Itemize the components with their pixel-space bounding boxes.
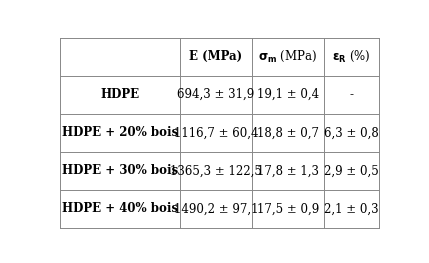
Text: 1116,7 ± 60,4: 1116,7 ± 60,4: [174, 126, 258, 139]
Text: HDPE + 30% bois: HDPE + 30% bois: [62, 164, 178, 177]
Text: -: -: [350, 88, 353, 101]
Text: HDPE: HDPE: [100, 88, 140, 101]
Text: 2,1 ± 0,3: 2,1 ± 0,3: [324, 203, 379, 215]
Text: 17,8 ± 1,3: 17,8 ± 1,3: [257, 164, 319, 177]
Text: $\mathbf{\sigma_m}$ (MPa): $\mathbf{\sigma_m}$ (MPa): [258, 49, 317, 64]
Text: 1490,2 ± 97,1: 1490,2 ± 97,1: [174, 203, 258, 215]
Text: 6,3 ± 0,8: 6,3 ± 0,8: [324, 126, 379, 139]
Text: $\mathbf{\varepsilon_R}$ (%): $\mathbf{\varepsilon_R}$ (%): [332, 49, 371, 64]
Text: E (MPa): E (MPa): [189, 50, 242, 63]
Text: 1365,3 ± 122,5: 1365,3 ± 122,5: [170, 164, 262, 177]
Text: 19,1 ± 0,4: 19,1 ± 0,4: [257, 88, 319, 101]
Text: 18,8 ± 0,7: 18,8 ± 0,7: [257, 126, 319, 139]
Text: 2,9 ± 0,5: 2,9 ± 0,5: [324, 164, 379, 177]
Text: HDPE + 40% bois: HDPE + 40% bois: [62, 203, 178, 215]
Text: 694,3 ± 31,9: 694,3 ± 31,9: [177, 88, 254, 101]
Text: HDPE + 20% bois: HDPE + 20% bois: [62, 126, 178, 139]
Text: 17,5 ± 0,9: 17,5 ± 0,9: [257, 203, 319, 215]
